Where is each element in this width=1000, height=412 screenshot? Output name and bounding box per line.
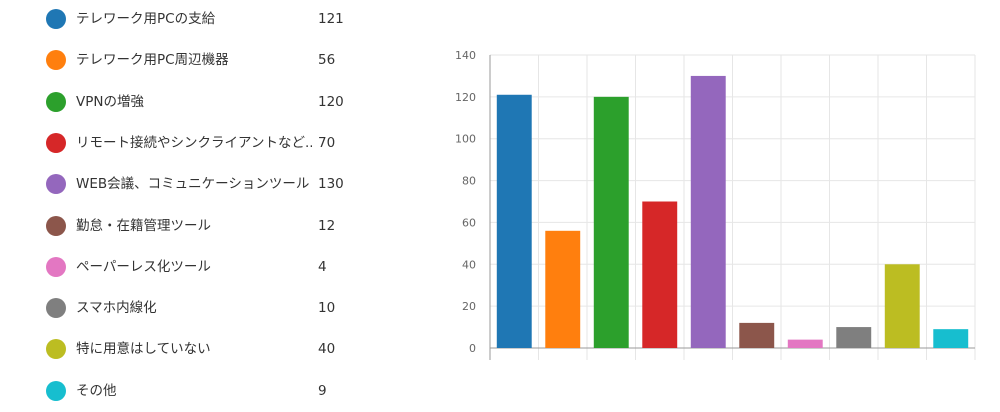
legend-label: WEB会議、コミュニケーションツール — [76, 176, 310, 193]
legend-label: ペーパーレス化ツール — [76, 258, 211, 275]
y-tick-label: 60 — [462, 216, 476, 229]
legend-value: 130 — [318, 176, 344, 193]
legend-item: WEB会議、コミュニケーションツール 130 — [46, 173, 386, 197]
y-tick-label: 140 — [455, 49, 476, 62]
bar — [884, 264, 920, 348]
bar — [933, 329, 969, 348]
legend-label: その他 — [76, 382, 117, 399]
legend-label: リモート接続やシンクライアントなど... — [76, 134, 312, 151]
legend-item: スマホ内線化 10 — [46, 297, 386, 321]
legend-swatch — [46, 9, 66, 29]
legend-swatch — [46, 91, 66, 112]
bar — [496, 94, 532, 348]
y-tick-label: 80 — [462, 175, 476, 188]
legend-value: 12 — [318, 217, 336, 234]
legend-item: その他 9 — [46, 380, 386, 404]
y-tick-label: 120 — [455, 91, 476, 104]
legend-swatch — [46, 215, 66, 236]
y-tick-label: 100 — [455, 133, 476, 146]
legend-label: テレワーク用PC周辺機器 — [76, 52, 229, 69]
bar-chart: 140 120 100 80 60 40 20 0 — [440, 40, 980, 380]
bar — [787, 339, 823, 348]
legend-item: 特に用意はしていない 40 — [46, 338, 386, 362]
bar — [545, 230, 581, 348]
legend-swatch — [46, 50, 66, 71]
legend-value: 121 — [318, 11, 344, 27]
bar — [690, 75, 726, 348]
legend-label: スマホ内線化 — [76, 300, 157, 317]
legend-value: 9 — [318, 382, 327, 399]
legend-item: ペーパーレス化ツール 4 — [46, 256, 386, 280]
bar-chart-svg: 140 120 100 80 60 40 20 0 — [455, 49, 976, 360]
legend-item: テレワーク用PCの支給 121 — [46, 8, 386, 32]
legend-value: 56 — [318, 52, 336, 69]
legend-item: 勤怠・在籍管理ツール 12 — [46, 215, 386, 239]
legend-value: 40 — [318, 341, 336, 358]
legend-item: VPNの増強 120 — [46, 91, 386, 115]
legend-value: 70 — [318, 134, 336, 151]
legend-item: リモート接続やシンクライアントなど... 70 — [46, 132, 386, 156]
y-tick-label: 0 — [469, 342, 476, 355]
y-tick-label: 40 — [462, 258, 476, 271]
legend-swatch — [46, 298, 66, 319]
legend-swatch — [46, 380, 66, 401]
bar — [836, 327, 872, 348]
y-tick-label: 20 — [462, 300, 476, 313]
bar — [642, 201, 678, 348]
bar — [593, 96, 629, 348]
legend-label: 特に用意はしていない — [76, 341, 211, 358]
legend-value: 120 — [318, 93, 344, 110]
legend-swatch — [46, 339, 66, 360]
legend-swatch — [46, 132, 66, 153]
chart-legend: テレワーク用PCの支給 121 テレワーク用PC周辺機器 56 VPNの増強 120 リモー… — [0, 0, 400, 412]
legend-value: 4 — [318, 258, 327, 275]
bar — [739, 322, 775, 348]
legend-label: 勤怠・在籍管理ツール — [76, 217, 211, 234]
legend-swatch — [46, 174, 66, 195]
legend-swatch — [46, 256, 66, 277]
legend-label: VPNの増強 — [76, 93, 144, 110]
legend-label: テレワーク用PCの支給 — [76, 11, 216, 27]
legend-item: テレワーク用PC周辺機器 56 — [46, 49, 386, 73]
legend-value: 10 — [318, 300, 336, 317]
